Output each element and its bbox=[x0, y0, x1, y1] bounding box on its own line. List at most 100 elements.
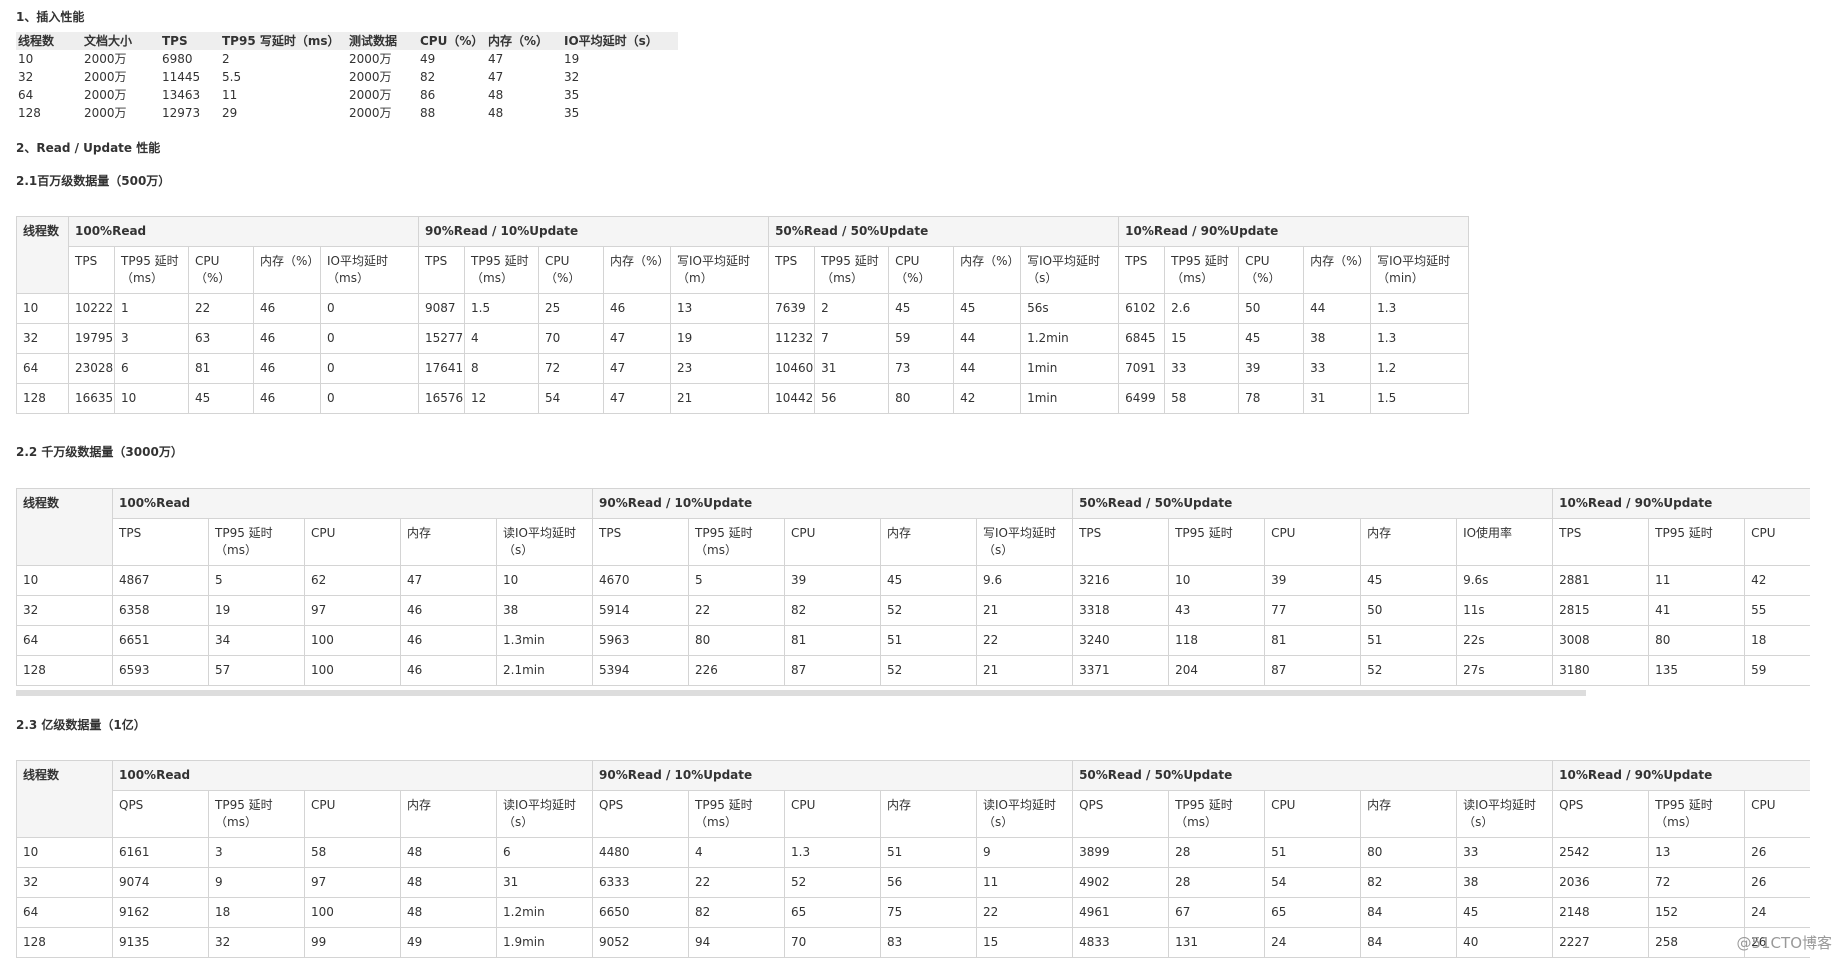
cell: 56s bbox=[1020, 293, 1120, 324]
cell: 5 bbox=[208, 565, 305, 596]
cell: 128 bbox=[18, 106, 41, 120]
cell: 3371 bbox=[1072, 655, 1170, 686]
sub-header: 写IO平均延时（m） bbox=[669, 246, 770, 294]
cell: 64 bbox=[18, 88, 34, 102]
cell: 2000万 bbox=[349, 52, 392, 66]
cell: 51 bbox=[880, 837, 977, 868]
cell: 82 bbox=[688, 897, 785, 928]
insert-table: 线程数 文档大小 TPS TP95 写延时（ms） 测试数据 CPU（%） 内存（%） IO平… bbox=[16, 32, 678, 122]
cell: 35 bbox=[564, 106, 580, 120]
cell: 15 bbox=[975, 927, 1074, 958]
cell: 4902 bbox=[1072, 867, 1170, 898]
cell: 54 bbox=[538, 383, 604, 414]
sub-header: TP95 延时（ms） bbox=[208, 518, 305, 566]
cell: 22 bbox=[688, 595, 785, 626]
cell: 11 bbox=[1648, 565, 1746, 596]
cell: 72 bbox=[538, 353, 604, 384]
cell: 65 bbox=[784, 897, 881, 928]
cell: 3216 bbox=[1072, 565, 1170, 596]
cell: 4480 bbox=[592, 837, 689, 868]
row: 64 23028 6 81 46 0 17641 8 72 47 23 10460 31 73 44 1min… bbox=[16, 353, 1470, 384]
cell: 99 bbox=[304, 927, 401, 958]
sub-header: 内存（%） bbox=[253, 246, 321, 294]
cell: 131 bbox=[1168, 927, 1266, 958]
cell: 58 bbox=[1164, 383, 1240, 414]
cell: 9052 bbox=[592, 927, 689, 958]
cell: 32 bbox=[16, 867, 113, 898]
cell: 84 bbox=[1360, 897, 1458, 928]
cell: 34 bbox=[208, 625, 305, 656]
table-box: 线程数 100%Read 90%Read / 10%Update 50%Read / … bbox=[16, 488, 1810, 686]
sub-header: TPS bbox=[418, 246, 465, 294]
table-box: 线程数 100%Read 90%Read / 10%Update 50%Read / … bbox=[16, 216, 1486, 414]
header-cell: 文档大小 bbox=[82, 32, 160, 50]
cell: 21 bbox=[669, 383, 770, 414]
cell: 33 bbox=[1303, 353, 1372, 384]
cell: 1.3min bbox=[496, 625, 593, 656]
cell: 12 bbox=[464, 383, 539, 414]
cell: 100 bbox=[304, 625, 401, 656]
cell: 6650 bbox=[592, 897, 689, 928]
cell: 23 bbox=[669, 353, 770, 384]
cell: 24 bbox=[1264, 927, 1362, 958]
cell: 25 bbox=[538, 293, 604, 324]
cell: 39 bbox=[784, 565, 881, 596]
group-row: 线程数 100%Read 90%Read / 10%Update 50%Read / … bbox=[16, 216, 1470, 294]
header-cell: CPU（%） bbox=[418, 32, 486, 50]
sub-header: TPS bbox=[112, 518, 209, 566]
header-cell: 线程数 bbox=[16, 32, 82, 50]
sub-header: QPS bbox=[592, 790, 689, 838]
cell: 6651 bbox=[112, 625, 209, 656]
cell: 11 bbox=[975, 867, 1074, 898]
cell: 0 bbox=[320, 293, 419, 324]
cell: 80 bbox=[688, 625, 785, 656]
group-header: 100%Read bbox=[112, 488, 593, 519]
scrollbar[interactable] bbox=[16, 690, 1586, 696]
cell: 38 bbox=[1303, 323, 1372, 354]
sub-header: QPS bbox=[1552, 790, 1650, 838]
table-box: 线程数 文档大小 TPS TP95 写延时（ms） 测试数据 CPU（%） 内存（%） IO平… bbox=[16, 32, 678, 122]
sub-header: CPU bbox=[1264, 790, 1362, 838]
cell: 9074 bbox=[112, 867, 209, 898]
cell: 1.2min bbox=[496, 897, 593, 928]
cell: 26 bbox=[1744, 927, 1810, 958]
row: 32 6358 19 97 46 38 5914 22 82 52 21 3318 43 77 50 11s 2… bbox=[16, 595, 1810, 626]
cell: 128 bbox=[16, 383, 69, 414]
cell: 46 bbox=[253, 323, 321, 354]
row: 32 2000万 11445 5.5 2000万 82 47 32 bbox=[16, 68, 678, 86]
cell: 17641 bbox=[418, 353, 465, 384]
row: 64 2000万 13463 11 2000万 86 48 35 bbox=[16, 86, 678, 104]
cell: 52 bbox=[784, 867, 881, 898]
subheader-row: TPS TP95 延时（ms） CPU 内存 读IO平均延时（s） TPS TP95 延时（… bbox=[17, 518, 1810, 566]
cell: 58 bbox=[304, 837, 401, 868]
cell: 4961 bbox=[1072, 897, 1170, 928]
cell: 258 bbox=[1648, 927, 1746, 958]
cell: 5.5 bbox=[222, 70, 242, 84]
cell: 9 bbox=[208, 867, 305, 898]
cell: 48 bbox=[400, 897, 497, 928]
cell: 9.6s bbox=[1456, 565, 1554, 596]
cell: 88 bbox=[420, 106, 436, 120]
cell: 44 bbox=[1303, 293, 1372, 324]
cell: 46 bbox=[253, 353, 321, 384]
cell: 1.5 bbox=[1370, 383, 1470, 414]
sub-header: TPS bbox=[768, 246, 816, 294]
cell: 45 bbox=[1456, 897, 1554, 928]
group-header: 50%Read / 50%Update bbox=[1072, 488, 1554, 519]
cell: 57 bbox=[208, 655, 305, 686]
cell: 7 bbox=[814, 323, 890, 354]
cell: 2.1min bbox=[496, 655, 593, 686]
cell: 8 bbox=[464, 353, 539, 384]
cell: 50 bbox=[1360, 595, 1458, 626]
cell: 26 bbox=[1744, 837, 1810, 868]
cell: 44 bbox=[953, 353, 1022, 384]
cell: 45 bbox=[953, 293, 1022, 324]
cell: 94 bbox=[688, 927, 785, 958]
row: 128 16635 10 45 46 0 16576 12 54 47 21 10442 56 80 42 1… bbox=[16, 383, 1470, 414]
sub-header: CPU（%） bbox=[1238, 246, 1305, 294]
sub-header: 内存 bbox=[1360, 790, 1458, 838]
cell: 38 bbox=[1456, 867, 1554, 898]
cell: 29 bbox=[222, 106, 238, 120]
sub-header: TP95 延时（ms） bbox=[1164, 246, 1240, 294]
